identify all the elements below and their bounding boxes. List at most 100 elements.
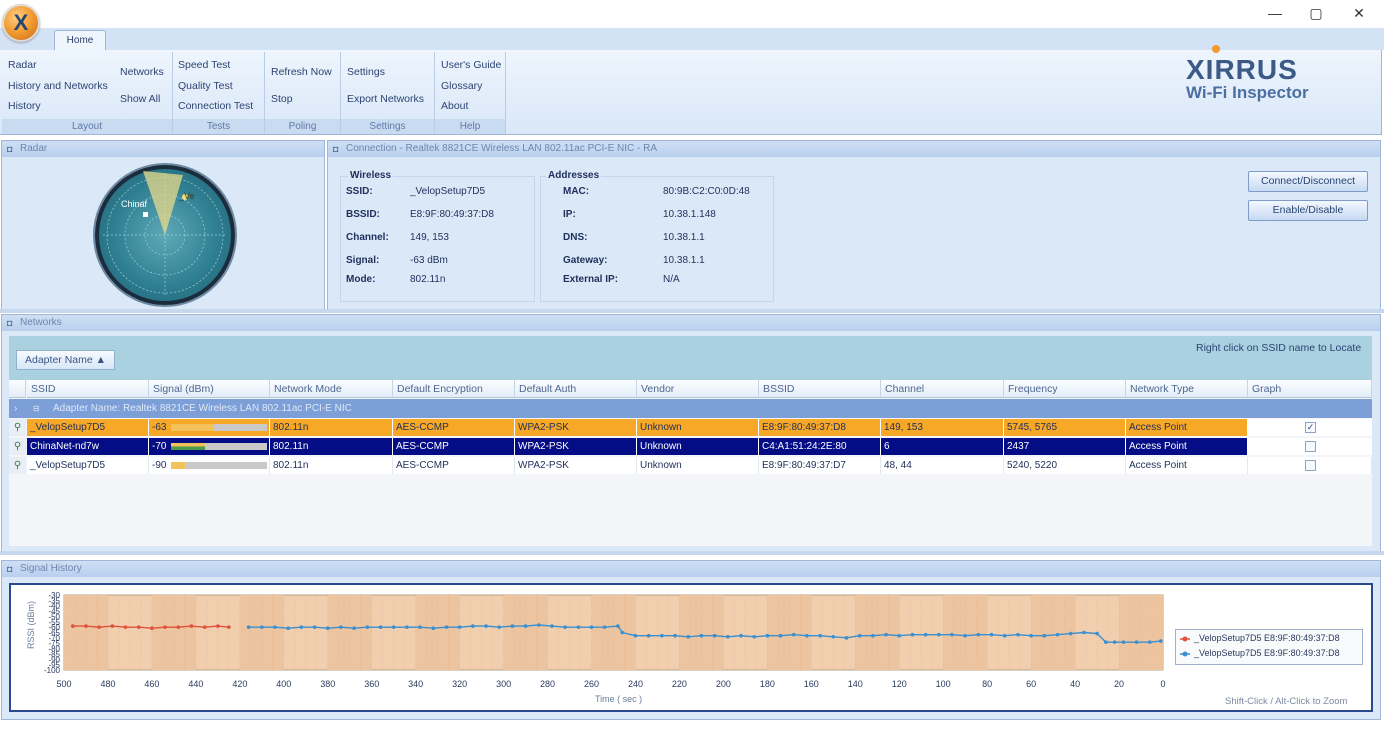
external-ip-label: External IP: (563, 274, 619, 285)
show-all-button[interactable]: Show All (120, 93, 161, 105)
column-header[interactable]: Default Encryption (393, 380, 515, 398)
row-header-corner (9, 380, 26, 398)
data-point (550, 624, 554, 628)
maximize-button[interactable]: ▢ (1309, 5, 1323, 21)
column-header[interactable]: SSID (27, 380, 149, 398)
ssid-cell[interactable]: _VelopSetup7D5 (27, 457, 149, 474)
data-point (339, 625, 343, 629)
signal-history-chart[interactable]: -30-35-40-45-50-55-60-65-70-75-80-85-90-… (11, 585, 1181, 710)
about-button[interactable]: About (441, 100, 469, 112)
export-networks-button[interactable]: Export Networks (347, 93, 425, 105)
x-tick-label: 500 (56, 679, 71, 689)
graph-checkbox[interactable] (1305, 441, 1316, 452)
stop-button[interactable]: Stop (271, 93, 293, 105)
gateway-label: Gateway: (563, 255, 608, 266)
enc-cell: AES-CCMP (393, 419, 515, 436)
close-button[interactable]: ✕ (1353, 5, 1365, 21)
data-point (523, 624, 528, 628)
y-tick-label: -100 (44, 666, 61, 675)
data-point (950, 632, 954, 637)
brand-logo: XIRRUS (1186, 54, 1298, 85)
data-point (444, 625, 449, 629)
signal-cell: -70 (149, 438, 270, 455)
data-point (352, 626, 356, 631)
column-header[interactable]: Frequency (1004, 380, 1126, 398)
data-point (897, 633, 902, 638)
wireless-box (340, 176, 535, 302)
data-point (1068, 631, 1073, 636)
legend-entry[interactable]: _VelopSetup7D5 E8:9F:80:49:37:D8 (1194, 648, 1340, 658)
y-tick-label: -80 (48, 645, 60, 654)
column-header[interactable]: Signal (dBm) (149, 380, 270, 398)
pin-icon[interactable]: ◘ (7, 318, 13, 328)
tab-home[interactable]: Home (54, 30, 106, 51)
wireless-heading: Wireless (348, 170, 394, 181)
adapter-group-row[interactable]: › ⊟ Adapter Name: Realtek 8821CE Wireles… (9, 399, 1372, 418)
group-by-adapter-button[interactable]: Adapter Name ▲ (16, 350, 116, 370)
data-point (391, 625, 396, 629)
x-tick-label: 480 (100, 679, 115, 689)
legend-marker-icon (1180, 634, 1190, 644)
refresh-now-button[interactable]: Refresh Now (271, 66, 332, 78)
data-point (97, 625, 101, 629)
y-tick-label: -40 (48, 602, 60, 611)
data-point (871, 633, 875, 638)
glossary-button[interactable]: Glossary (441, 80, 483, 92)
column-header[interactable]: Graph (1248, 380, 1372, 398)
ssid-cell[interactable]: ChinaNet-nd7w (27, 438, 149, 455)
legend-marker-icon (1180, 649, 1190, 659)
connect-disconnect-button[interactable]: Connect/Disconnect (1248, 171, 1368, 192)
quality-test-button[interactable]: Quality Test (178, 80, 233, 92)
x-tick-label: 380 (320, 679, 335, 689)
history-networks-view-button[interactable]: History and Networks (8, 80, 108, 92)
signal-label: Signal: (346, 255, 380, 266)
brand-product: Wi-Fi Inspector (1186, 83, 1309, 102)
speed-test-button[interactable]: Speed Test (178, 59, 231, 71)
users-guide-button[interactable]: User's Guide (441, 59, 502, 71)
graph-checkbox[interactable]: ✓ (1305, 422, 1316, 433)
type-cell: Access Point (1126, 438, 1248, 455)
data-point (673, 633, 677, 638)
connection-test-button[interactable]: Connection Test (178, 100, 254, 112)
y-tick-label: -60 (48, 623, 60, 632)
group-by-area (9, 336, 1372, 380)
data-point (273, 625, 277, 629)
data-point (163, 625, 167, 629)
history-view-button[interactable]: History (8, 100, 41, 112)
column-header[interactable]: Network Mode (270, 380, 393, 398)
settings-button[interactable]: Settings (347, 66, 385, 78)
brand-dot-icon (1212, 45, 1220, 53)
data-point (963, 633, 967, 638)
external-ip-value: N/A (663, 274, 680, 285)
data-point (484, 624, 488, 628)
collapse-icon[interactable]: ⊟ (33, 404, 40, 413)
column-header[interactable]: Default Auth (515, 380, 637, 398)
data-point (312, 625, 317, 629)
signal-value: -70 (152, 441, 167, 452)
column-header[interactable]: Channel (881, 380, 1004, 398)
bssid-cell: E8:9F:80:49:37:D8 (759, 419, 881, 436)
ssid-cell[interactable]: _VelopSetup7D5 (27, 419, 149, 436)
legend-entry[interactable]: _VelopSetup7D5 E8:9F:80:49:37:D8 (1194, 633, 1340, 643)
radar-view-button[interactable]: Radar (8, 59, 37, 71)
enable-disable-button[interactable]: Enable/Disable (1248, 200, 1368, 221)
pin-icon[interactable]: ◘ (7, 564, 13, 574)
column-header[interactable]: Vendor (637, 380, 759, 398)
graph-checkbox[interactable] (1305, 460, 1316, 471)
app-menu-orb[interactable]: X (2, 4, 40, 42)
pin-icon[interactable]: ◘ (7, 144, 13, 154)
panel-title: Connection - Realtek 8821CE Wireless LAN… (346, 143, 658, 154)
data-point (150, 626, 154, 631)
splitter[interactable] (0, 551, 1384, 555)
data-point (431, 626, 436, 631)
pin-icon[interactable]: ◘ (333, 144, 339, 154)
ssid-label: SSID: (346, 186, 373, 197)
x-tick-label: 160 (804, 679, 819, 689)
minimize-button[interactable]: — (1268, 5, 1282, 21)
radar-display[interactable]: Chinaf _Ve (95, 165, 235, 305)
column-header[interactable]: Network Type (1126, 380, 1248, 398)
column-header[interactable]: BSSID (759, 380, 881, 398)
networks-view-button[interactable]: Networks (120, 66, 164, 78)
chevron-right-icon[interactable]: › (14, 403, 18, 414)
splitter[interactable] (0, 309, 1384, 313)
